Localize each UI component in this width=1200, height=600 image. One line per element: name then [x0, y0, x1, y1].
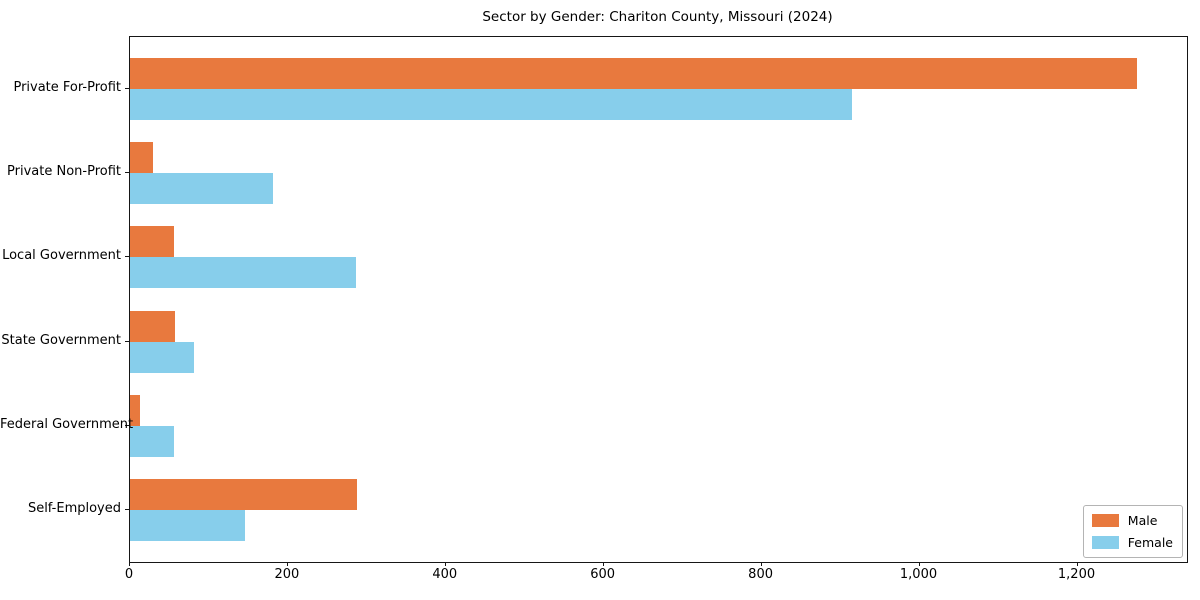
y-tick-mark-local-government: [125, 256, 129, 258]
legend-entry-female: Female: [1091, 535, 1173, 550]
bar-male-federal-government: [130, 394, 141, 426]
y-axis-label-state-government: State Government: [1, 332, 121, 348]
female-swatch-icon: [1091, 536, 1119, 549]
y-tick-mark-private-for-profit: [125, 88, 129, 89]
x-axis-label-0: 0: [124, 567, 134, 582]
x-axis-label-1,200: 1,200: [1057, 567, 1096, 582]
legend: Male Female: [1082, 505, 1183, 558]
x-axis-label-600: 600: [590, 567, 616, 582]
y-axis-label-local-government: Local Government: [2, 248, 121, 264]
legend-entry-male: Male: [1091, 513, 1173, 528]
bar-male-private-for-profit: [130, 58, 1137, 89]
bar-male-self-employed: [130, 479, 357, 510]
x-tick-mark-0: [129, 562, 130, 566]
legend-label-male: Male: [1127, 513, 1158, 528]
x-tick-mark-200: [286, 562, 288, 566]
y-tick-mark-state-government: [125, 340, 129, 342]
bar-male-local-government: [130, 226, 175, 258]
x-tick-mark-1,000: [918, 562, 920, 566]
bar-female-local-government: [130, 257, 356, 289]
bar-female-self-employed: [130, 510, 245, 541]
bar-female-state-government: [130, 341, 194, 373]
x-tick-mark-1,200: [1076, 562, 1078, 566]
bar-female-private-non-profit: [130, 173, 273, 205]
male-swatch-icon: [1091, 514, 1119, 527]
x-axis-label-800: 800: [748, 567, 773, 582]
bar-female-private-for-profit: [130, 89, 853, 120]
y-axis-label-private-for-profit: Private For-Profit: [13, 80, 121, 95]
plot-area: Male Female: [129, 36, 1188, 563]
y-tick-mark-self-employed: [125, 509, 129, 510]
y-tick-mark-federal-government: [125, 424, 129, 426]
y-tick-mark-private-non-profit: [125, 172, 129, 174]
x-axis-label-1,000: 1,000: [899, 567, 938, 582]
y-axis-label-private-non-profit: Private Non-Profit: [7, 164, 121, 180]
x-axis-label-400: 400: [432, 567, 458, 582]
x-tick-mark-800: [760, 562, 762, 566]
legend-label-female: Female: [1127, 535, 1173, 550]
x-axis-label-200: 200: [274, 567, 300, 582]
chart-title: Sector by Gender: Chariton County, Misso…: [482, 9, 833, 25]
y-axis-label-self-employed: Self-Employed: [27, 501, 121, 516]
bar-female-federal-government: [130, 425, 175, 457]
bar-male-private-non-profit: [130, 142, 153, 174]
x-tick-mark-600: [602, 562, 604, 566]
x-tick-mark-400: [444, 562, 446, 566]
y-axis-label-federal-government: Federal Government: [0, 416, 134, 432]
bar-male-state-government: [130, 310, 175, 342]
